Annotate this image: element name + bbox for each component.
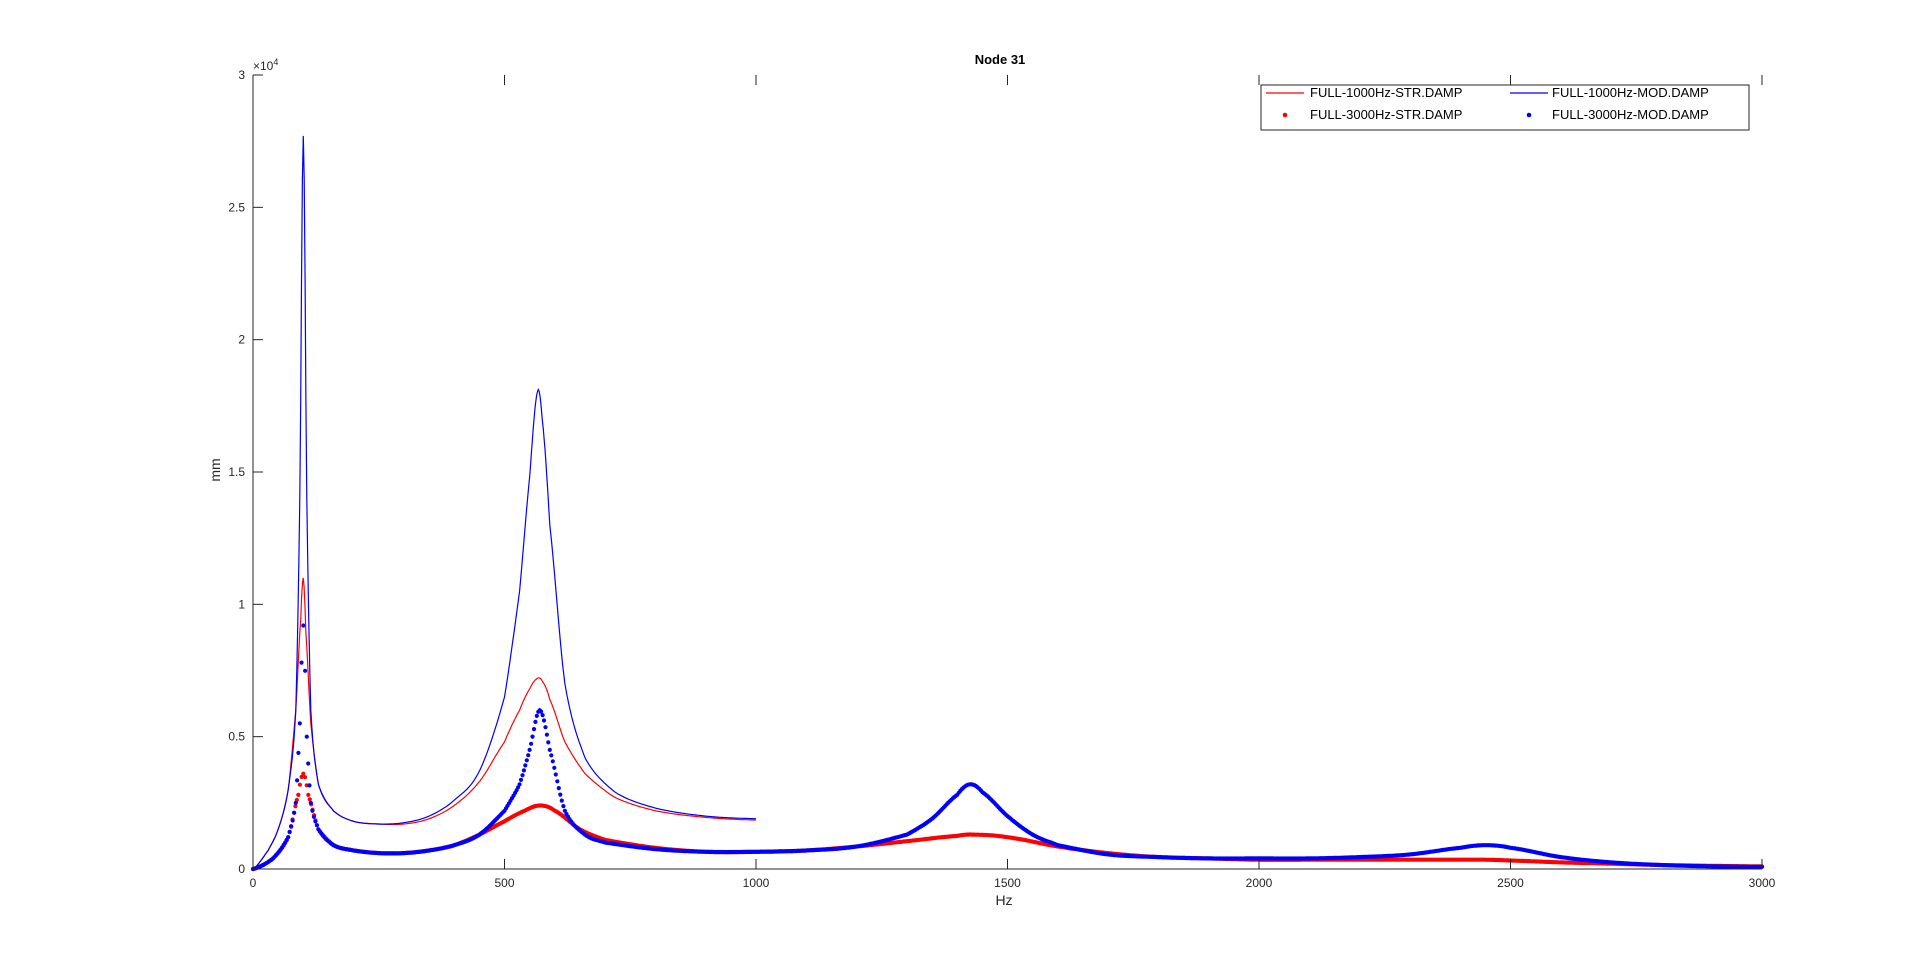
y-tick-label: 1.5 (228, 465, 245, 479)
data-point (544, 732, 550, 737)
series-full-1000hz-mod-damp (252, 135, 756, 870)
data-point (313, 819, 318, 824)
data-point (550, 759, 555, 764)
data-point (307, 783, 312, 788)
data-point (529, 741, 534, 746)
legend-item-full-1000hz-mod-damp[interactable]: FULL-1000Hz-MOD.DAMP (1510, 85, 1709, 100)
data-point (311, 814, 316, 819)
y-axis-exponent-power: 4 (273, 57, 278, 67)
data-point (314, 823, 319, 828)
plot-area: 0 500 1000 1500 2000 2500 3000 0 0.5 1 1.5 2 2.5 3 (228, 68, 1775, 890)
legend[interactable]: FULL-1000Hz-STR.DAMP FULL-1000Hz-MOD.DAMP… (1260, 84, 1750, 131)
data-point (295, 778, 300, 783)
data-point (301, 623, 306, 628)
data-point (299, 660, 304, 665)
legend-label: FULL-1000Hz-MOD.DAMP (1552, 85, 1709, 100)
data-point (308, 800, 313, 805)
data-point (292, 810, 297, 815)
legend-item-full-3000hz-mod-damp[interactable]: FULL-3000Hz-MOD.DAMP (1526, 107, 1709, 122)
series-full-3000hz-mod-damp (250, 623, 1765, 872)
data-point (561, 804, 566, 809)
data-point (553, 772, 558, 777)
data-point (559, 798, 564, 803)
axes-layer: 0 500 1000 1500 2000 2500 3000 0 0.5 1 1.5 2 2.5 3 (228, 68, 1775, 890)
data-point (534, 713, 539, 719)
data-point (293, 804, 298, 809)
y-tick-label: 2.5 (228, 200, 245, 214)
data-point (530, 734, 535, 739)
data-point (293, 800, 298, 805)
legend-marker-swatch (1282, 112, 1288, 118)
y-tick-label: 0.5 (228, 730, 245, 744)
data-point (547, 747, 552, 753)
legend-box (1260, 84, 1750, 131)
data-point (558, 792, 563, 797)
data-point (518, 777, 524, 783)
legend-item-full-3000hz-str-damp[interactable]: FULL-3000Hz-STR.DAMP (1282, 107, 1463, 122)
legend-item-full-1000hz-str-damp[interactable]: FULL-1000Hz-STR.DAMP (1266, 85, 1462, 100)
data-point (296, 750, 301, 756)
series-layer (250, 135, 1765, 872)
data-point (306, 761, 311, 766)
data-point (555, 779, 560, 784)
legend-label: FULL-1000Hz-STR.DAMP (1310, 85, 1462, 100)
x-tick-label: 0 (250, 876, 257, 890)
data-point (287, 829, 292, 835)
data-point (304, 734, 309, 739)
data-point (289, 824, 294, 829)
x-tick-label: 2000 (1246, 876, 1273, 890)
data-point (307, 797, 312, 802)
data-point (540, 713, 545, 718)
data-point (297, 721, 302, 726)
data-point (523, 763, 528, 768)
data-point (306, 792, 311, 798)
data-point (303, 668, 308, 673)
data-point (531, 727, 537, 732)
data-point (526, 753, 531, 758)
data-point (296, 792, 301, 798)
x-tick-label: 1500 (994, 876, 1021, 890)
y-axis-exponent: ×104 (253, 57, 278, 73)
data-point (302, 775, 308, 780)
legend-label: FULL-3000Hz-MOD.DAMP (1552, 107, 1709, 122)
data-point (290, 818, 295, 823)
x-tick-label: 1000 (743, 876, 770, 890)
data-point (552, 765, 557, 770)
x-axis-label: Hz (995, 892, 1012, 908)
legend-label: FULL-3000Hz-STR.DAMP (1310, 107, 1462, 122)
data-point (539, 709, 544, 714)
data-point (524, 758, 529, 763)
data-point (301, 771, 306, 776)
data-point (521, 768, 527, 773)
data-point (297, 782, 302, 787)
data-point (546, 740, 551, 745)
data-point (533, 719, 538, 725)
data-point (549, 753, 554, 758)
series-line (252, 135, 756, 870)
data-point (286, 835, 291, 840)
y-tick-label: 2 (238, 333, 245, 347)
data-point (310, 808, 315, 813)
data-point (299, 774, 304, 780)
x-tick-label: 2500 (1497, 876, 1524, 890)
y-tick-label: 1 (238, 597, 245, 611)
data-point (541, 718, 547, 723)
x-tick-label: 500 (494, 876, 514, 890)
y-tick-label: 0 (238, 862, 245, 876)
y-tick-label: 3 (238, 68, 245, 82)
data-point (543, 725, 548, 730)
data-point (556, 786, 561, 791)
data-point (527, 747, 532, 753)
data-point (517, 782, 522, 787)
data-point (520, 773, 525, 778)
x-tick-label: 3000 (1749, 876, 1776, 890)
y-axis-exponent-base: ×10 (253, 59, 274, 73)
chart-title: Node 31 (975, 52, 1026, 67)
y-axis-label: mm (207, 458, 223, 481)
legend-marker-swatch (1526, 112, 1532, 118)
